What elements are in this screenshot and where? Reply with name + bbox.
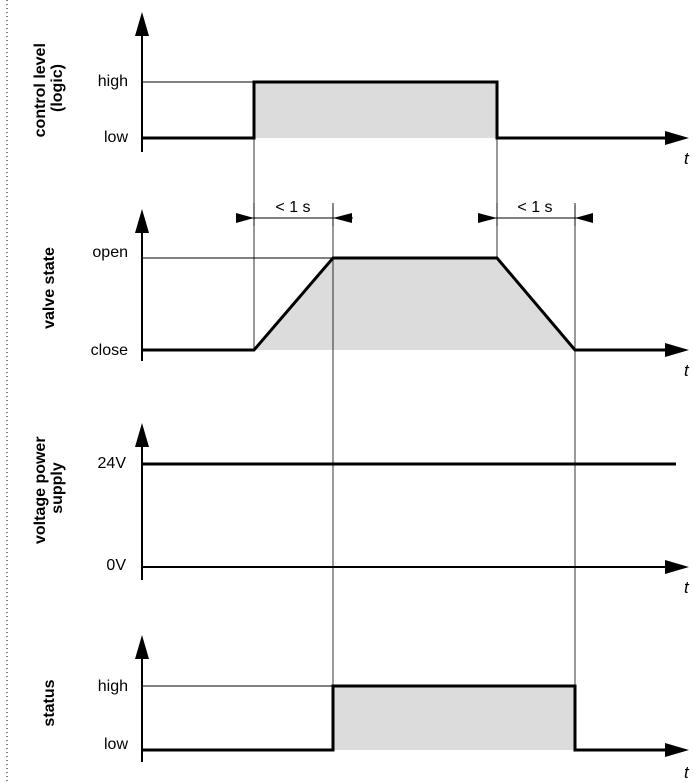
open-dim-left-arrow xyxy=(236,213,254,223)
close-dim-left-arrow xyxy=(478,213,497,223)
voltage-ylabel-line-1: voltage power xyxy=(32,436,49,544)
voltage-ylabel-line-2: supply xyxy=(49,462,66,514)
control-y-arrow xyxy=(135,12,149,36)
control-signal xyxy=(142,80,666,140)
voltage-low-label: 0V xyxy=(106,557,126,574)
status-low-label: low xyxy=(104,736,128,753)
valve-open-label: open xyxy=(92,244,128,261)
status-high-label: high xyxy=(98,678,128,695)
control-ylabel: control level (logic) xyxy=(32,39,66,138)
control-active-area xyxy=(254,82,497,138)
close-dim-right-arrow xyxy=(575,213,593,223)
valve-open-area xyxy=(254,258,575,350)
control-x-arrow xyxy=(665,131,689,145)
voltage-y-arrow xyxy=(135,423,149,447)
status-signal xyxy=(142,684,666,752)
control-high-label: high xyxy=(98,73,128,90)
control-low-label: low xyxy=(104,129,128,146)
voltage-high-label: 24V xyxy=(98,455,127,472)
close-delay-label: < 1 s xyxy=(517,199,552,216)
valve-y-arrow xyxy=(135,209,149,233)
status-active-area xyxy=(333,686,575,750)
panel-control-level: high low t control level (logic) xyxy=(32,12,690,168)
open-dim-right-arrow xyxy=(333,213,352,223)
control-time-label: t xyxy=(684,149,690,168)
status-time-label: t xyxy=(684,763,690,782)
voltage-ylabel: voltage power supply xyxy=(32,432,66,544)
voltage-time-label: t xyxy=(684,578,690,597)
open-delay-label: < 1 s xyxy=(275,199,310,216)
valve-close-label: close xyxy=(91,342,128,359)
valve-ylabel-line-1: valve state xyxy=(41,247,58,329)
panel-valve-state: open close t valve state xyxy=(41,209,690,380)
control-ylabel-line-2: (logic) xyxy=(49,64,66,112)
valve-ylabel: valve state xyxy=(41,247,58,329)
valve-x-arrow xyxy=(665,343,689,357)
voltage-x-arrow xyxy=(665,560,689,574)
status-ylabel-line-1: status xyxy=(41,679,58,726)
status-x-arrow xyxy=(665,743,689,757)
panel-voltage-supply: 24V 0V t voltage power supply xyxy=(32,423,690,597)
timing-dimensions: < 1 s < 1 s xyxy=(236,199,593,226)
valve-signal xyxy=(142,256,666,352)
panel-status: high low t status xyxy=(41,635,690,782)
valve-time-label: t xyxy=(684,361,690,380)
status-y-arrow xyxy=(135,635,149,659)
status-ylabel: status xyxy=(41,679,58,726)
control-ylabel-line-1: control level xyxy=(32,43,49,137)
